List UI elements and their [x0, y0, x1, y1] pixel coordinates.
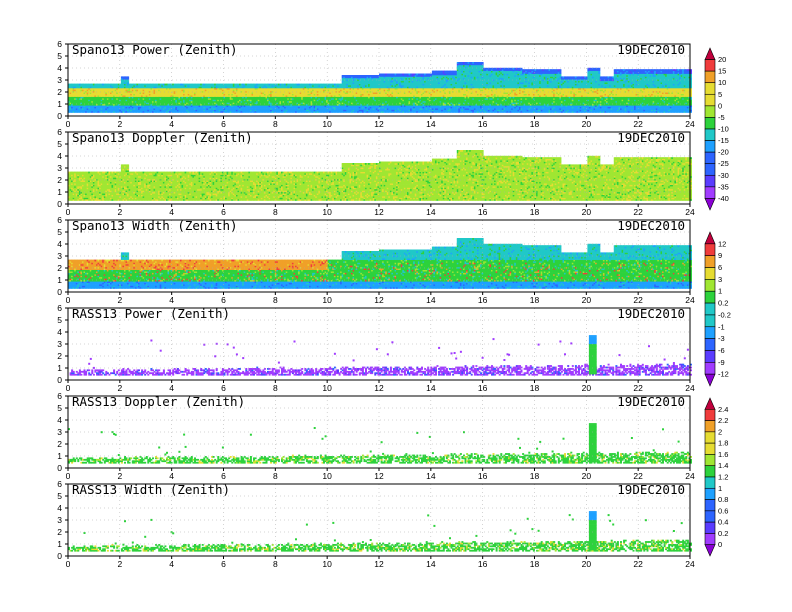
data-cells — [68, 62, 692, 113]
cell — [127, 76, 129, 78]
